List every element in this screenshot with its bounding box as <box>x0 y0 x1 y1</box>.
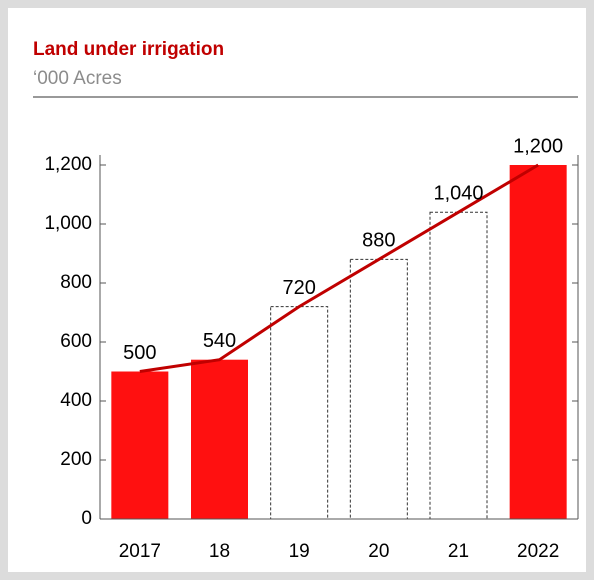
chart-subtitle: ‘000 Acres <box>33 68 122 89</box>
x-tick-label: 19 <box>289 541 310 562</box>
projected-bar <box>429 211 488 520</box>
projected-bar <box>349 258 408 520</box>
data-label: 720 <box>282 277 315 299</box>
projected-bar <box>270 306 329 520</box>
bar <box>111 371 169 519</box>
data-label: 880 <box>362 230 395 252</box>
y-tick-label: 1,200 <box>44 154 92 175</box>
y-tick-label: 0 <box>81 508 92 529</box>
data-label: 500 <box>123 342 156 364</box>
x-tick-label: 21 <box>448 541 469 562</box>
bar <box>191 359 248 519</box>
y-tick-label: 600 <box>60 331 92 352</box>
x-tick-label: 18 <box>209 541 230 562</box>
data-label: 1,200 <box>513 135 563 157</box>
y-tick-label: 800 <box>60 272 92 293</box>
y-tick-label: 1,000 <box>44 213 92 234</box>
y-tick-label: 200 <box>60 449 92 470</box>
y-tick-label: 400 <box>60 390 92 411</box>
x-tick-label: 2022 <box>517 541 559 562</box>
x-tick-label: 2017 <box>119 541 161 562</box>
trend-line <box>139 163 539 373</box>
bar <box>509 165 567 519</box>
x-tick-label: 20 <box>368 541 389 562</box>
data-label: 1,040 <box>433 182 483 204</box>
data-label: 540 <box>203 330 236 352</box>
chart-title: Land under irrigation <box>33 39 224 60</box>
